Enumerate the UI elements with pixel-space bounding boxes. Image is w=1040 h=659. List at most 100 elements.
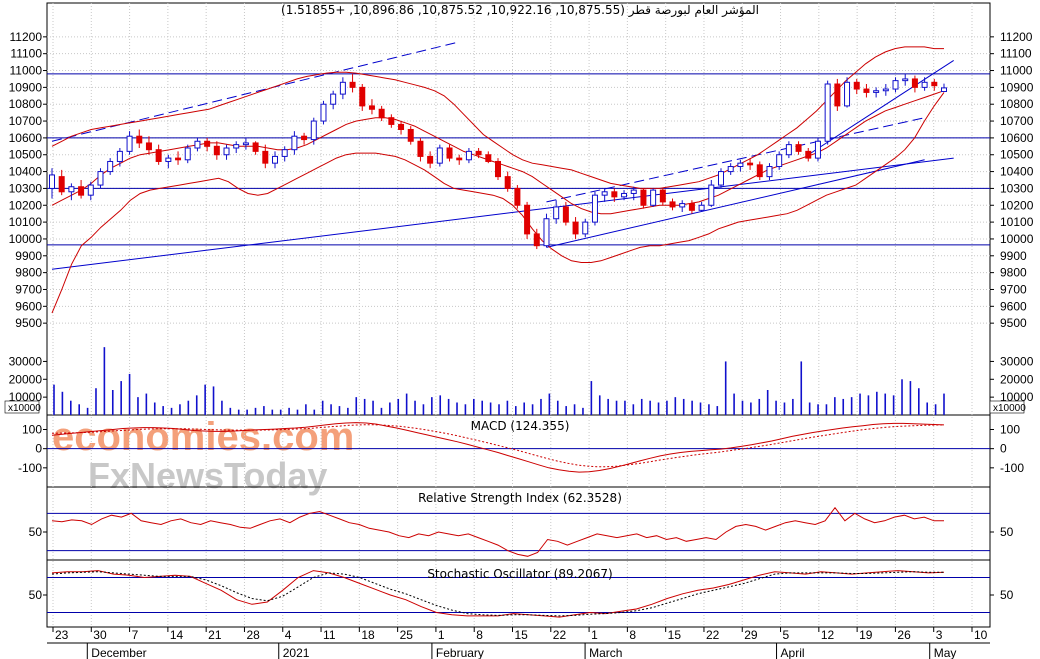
candle-body (291, 135, 298, 151)
candle-body (640, 189, 647, 206)
candle-body (611, 191, 618, 198)
recent-channel-support-line (546, 159, 925, 248)
x-tick-label: 4 (285, 628, 292, 642)
price-label-right: 9700 (1000, 282, 1027, 296)
price-label-left: 11000 (10, 64, 43, 78)
candle-body (659, 189, 666, 203)
candle-body (727, 166, 734, 173)
rsi-title: Relative Strength Index (62.3528) (418, 491, 622, 505)
price-label-right: 10400 (1000, 165, 1034, 179)
candle-body (262, 150, 269, 164)
candle-body (814, 140, 821, 159)
candle-body (495, 160, 501, 178)
main-title: المؤشر العام لبورصة قطر (10,875.55, 10,9… (281, 3, 759, 18)
x-tick-label: 22 (706, 628, 720, 642)
bollinger-lower-band (51, 92, 945, 314)
candle-body (465, 150, 472, 161)
price-label-left: 10600 (9, 131, 43, 145)
candle-body (785, 144, 792, 156)
macd-label-left: 100 (22, 423, 42, 437)
candle-body (747, 162, 754, 166)
candle-body (572, 221, 579, 235)
x-tick-label: 30 (93, 628, 107, 642)
candle-body (805, 150, 812, 159)
candle-body (87, 184, 94, 196)
macd-label-left: 0 (35, 442, 42, 456)
month-label: February (436, 646, 484, 659)
candle-body (650, 189, 657, 206)
price-label-left: 10100 (9, 215, 43, 229)
x-tick-label: 8 (476, 628, 483, 642)
volume-label-left: 20000 (9, 372, 43, 386)
candle-body (204, 140, 211, 147)
price-label-left: 11100 (10, 47, 42, 61)
price-label-right: 10900 (1000, 80, 1034, 94)
macd-label-left: -100 (18, 461, 42, 475)
rsi-label-left: 50 (29, 525, 43, 539)
candle-body (737, 162, 744, 168)
price-label-right: 10200 (1000, 198, 1034, 212)
watermark: economies.com FxNewsToday (52, 415, 354, 496)
price-label-right: 10000 (1000, 232, 1034, 246)
x-tick-label: 10 (974, 628, 988, 642)
candle-body (504, 176, 511, 189)
candle-body (475, 150, 482, 156)
candle-body (194, 140, 201, 149)
price-label-left: 9700 (15, 282, 42, 296)
volume-label-left: 30000 (9, 354, 43, 368)
candle-body (911, 78, 918, 88)
price-label-right: 9900 (1000, 249, 1027, 263)
candle-body (330, 93, 337, 105)
panel-frames (46, 2, 991, 628)
candle-body (427, 155, 434, 164)
price-label-left: 10200 (9, 198, 43, 212)
macd-label-right: 0 (1000, 442, 1007, 456)
candle-body (97, 171, 104, 186)
candle-body (388, 117, 395, 125)
candle-body (921, 81, 928, 88)
price-label-right: 11000 (1000, 64, 1033, 78)
candle-body (339, 81, 346, 95)
volume-unit-box (989, 400, 1025, 414)
price-label-left: 10900 (9, 80, 43, 94)
candle-body (398, 123, 405, 130)
series-d-line (51, 571, 944, 617)
candle-body (233, 144, 240, 149)
candle-body (892, 80, 899, 90)
candle-body (553, 206, 560, 220)
candle-body (281, 149, 288, 157)
candle-body (301, 135, 308, 141)
candle-body (630, 189, 637, 194)
series-signal-line (51, 424, 945, 468)
rsi-label-right: 50 (1000, 525, 1014, 539)
volume-unit-label: x10000 (8, 403, 41, 414)
x-tick-label: 12 (821, 628, 835, 642)
candle-body (272, 155, 278, 164)
stochastic-panel (47, 570, 990, 618)
x-tick-label: 3 (936, 628, 943, 642)
candle-body (679, 203, 686, 208)
series-k-line (51, 570, 945, 618)
candle-body (78, 186, 85, 196)
candle-body (165, 157, 172, 162)
macd-label-right: -100 (1000, 461, 1024, 475)
candle-body (349, 81, 356, 88)
candle-body (145, 142, 152, 151)
candlesticks (49, 73, 947, 250)
month-label: 2021 (283, 646, 310, 659)
x-tick-label: 22 (553, 628, 567, 642)
month-label: March (589, 646, 622, 659)
candle-body (155, 149, 162, 162)
x-tick-label: 7 (132, 628, 139, 642)
candle-body (436, 147, 443, 164)
candle-body (68, 186, 75, 193)
price-label-right: 10300 (1000, 181, 1034, 195)
volume-unit-box (4, 400, 40, 414)
candle-body (882, 88, 889, 92)
volume-label-right: 10000 (1000, 390, 1034, 404)
x-tick-label: 29 (744, 628, 758, 642)
price-label-left: 9600 (15, 299, 42, 313)
candle-body (524, 204, 531, 235)
candle-body (931, 81, 938, 87)
